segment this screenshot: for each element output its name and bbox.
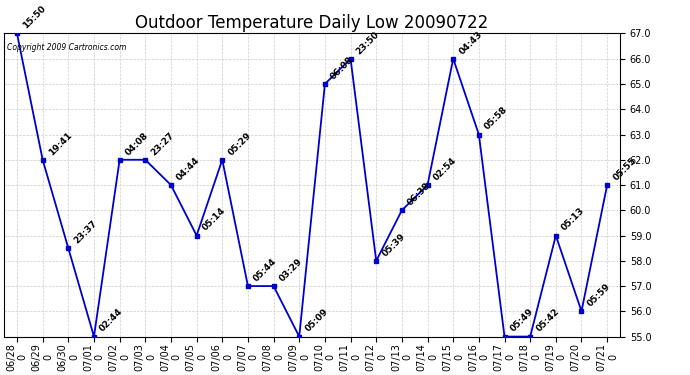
Text: 06:38: 06:38 (406, 181, 433, 207)
Text: 19:41: 19:41 (47, 130, 74, 157)
Text: 04:44: 04:44 (175, 156, 202, 182)
Text: 05:13: 05:13 (560, 206, 586, 233)
Text: 05:39: 05:39 (380, 231, 407, 258)
Text: 05:14: 05:14 (201, 206, 228, 233)
Text: 03:29: 03:29 (278, 256, 304, 283)
Text: 05:09: 05:09 (304, 307, 330, 334)
Text: 02:54: 02:54 (432, 156, 458, 182)
Title: Outdoor Temperature Daily Low 20090722: Outdoor Temperature Daily Low 20090722 (135, 14, 489, 32)
Text: 23:27: 23:27 (150, 130, 176, 157)
Text: 15:50: 15:50 (21, 4, 48, 31)
Text: 23:50: 23:50 (355, 29, 382, 56)
Text: 04:08: 04:08 (124, 130, 150, 157)
Text: 05:49: 05:49 (509, 307, 535, 334)
Text: 05:58: 05:58 (483, 105, 509, 132)
Text: 04:43: 04:43 (457, 29, 484, 56)
Text: 05:29: 05:29 (226, 130, 253, 157)
Text: 23:37: 23:37 (72, 219, 99, 245)
Text: 05:59: 05:59 (586, 282, 612, 309)
Text: 06:08: 06:08 (329, 55, 355, 81)
Text: 05:44: 05:44 (252, 256, 279, 283)
Text: 05:42: 05:42 (534, 307, 561, 334)
Text: Copyright 2009 Cartronics.com: Copyright 2009 Cartronics.com (8, 42, 127, 51)
Text: 05:55: 05:55 (611, 156, 638, 182)
Text: 02:44: 02:44 (98, 307, 125, 334)
